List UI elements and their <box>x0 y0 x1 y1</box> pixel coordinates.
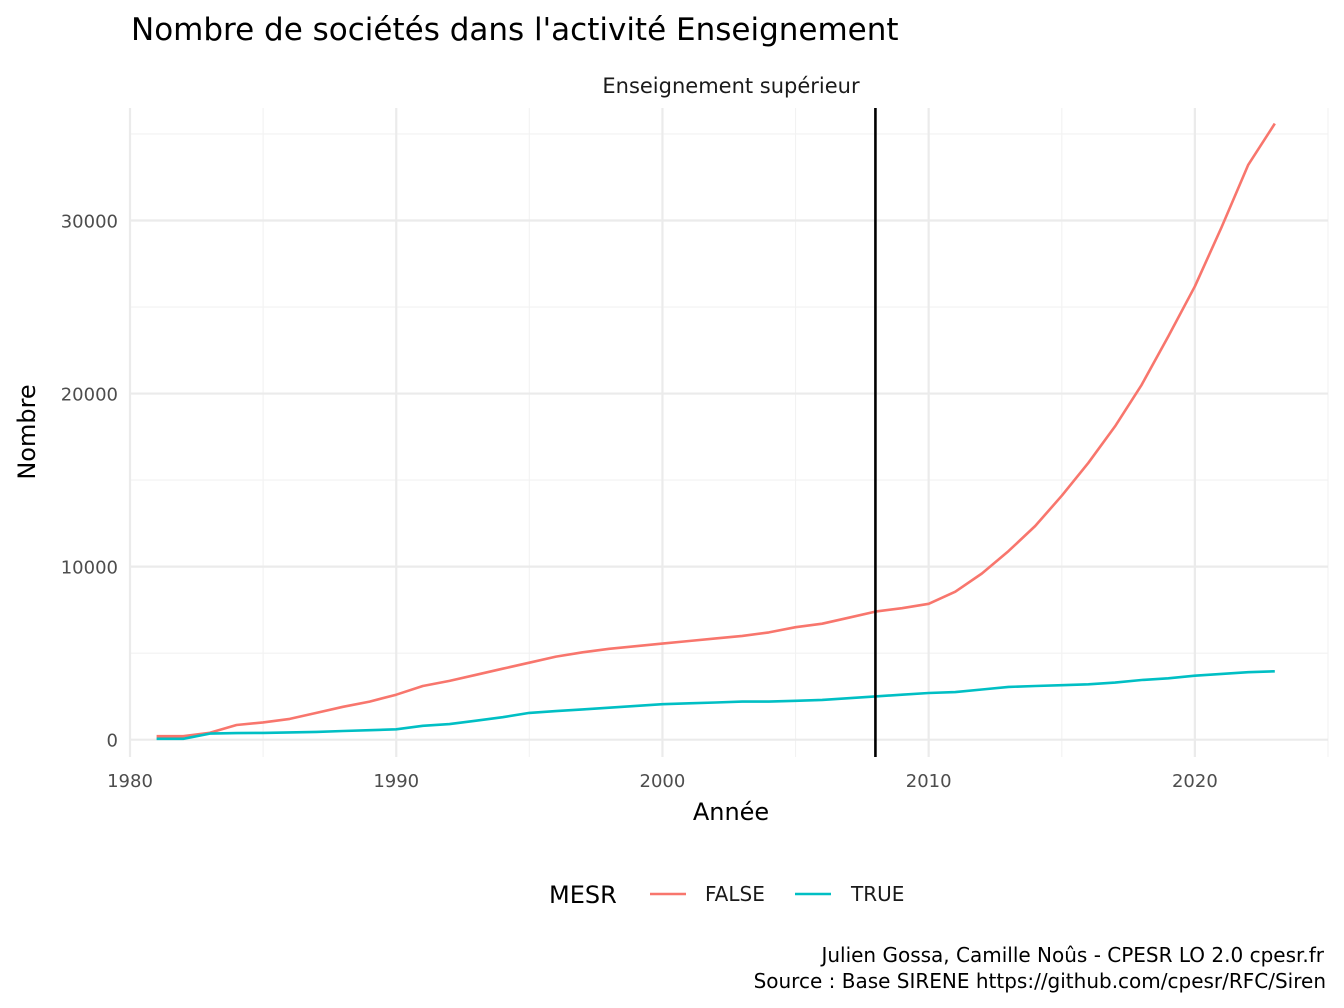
y-tick-label: 10000 <box>61 558 118 579</box>
legend-label-true: TRUE <box>850 882 904 906</box>
caption-credits: Julien Gossa, Camille Noûs - CPESR LO 2.… <box>819 943 1324 967</box>
caption-source: Source : Base SIRENE https://github.com/… <box>754 969 1326 993</box>
y-axis-ticks: 0 10000 20000 30000 <box>61 211 118 751</box>
legend-label-false: FALSE <box>705 882 765 906</box>
x-axis-title: Année <box>693 798 769 826</box>
facet-label: Enseignement supérieur <box>602 74 860 98</box>
x-axis-ticks: 1980 1990 2000 2010 2020 <box>107 771 1218 792</box>
series-line-true <box>156 670 1275 741</box>
y-tick-label: 0 <box>107 731 118 752</box>
x-tick-label: 2000 <box>640 771 686 792</box>
y-tick-label: 20000 <box>61 385 118 406</box>
x-tick-label: 2020 <box>1172 771 1218 792</box>
x-tick-label: 1990 <box>373 771 419 792</box>
x-tick-label: 1980 <box>107 771 153 792</box>
chart-title: Nombre de sociétés dans l'activité Ensei… <box>131 12 899 48</box>
legend-title: MESR <box>549 881 617 909</box>
y-tick-label: 30000 <box>61 211 118 232</box>
legend: MESR FALSE TRUE <box>549 881 904 909</box>
plot-panel <box>128 108 1329 757</box>
gridlines <box>128 108 1329 757</box>
series-line-false <box>156 122 1276 738</box>
y-axis-title: Nombre <box>13 384 41 479</box>
series-lines <box>156 122 1276 741</box>
legend-items: FALSE TRUE <box>650 882 904 906</box>
x-tick-label: 2010 <box>906 771 952 792</box>
